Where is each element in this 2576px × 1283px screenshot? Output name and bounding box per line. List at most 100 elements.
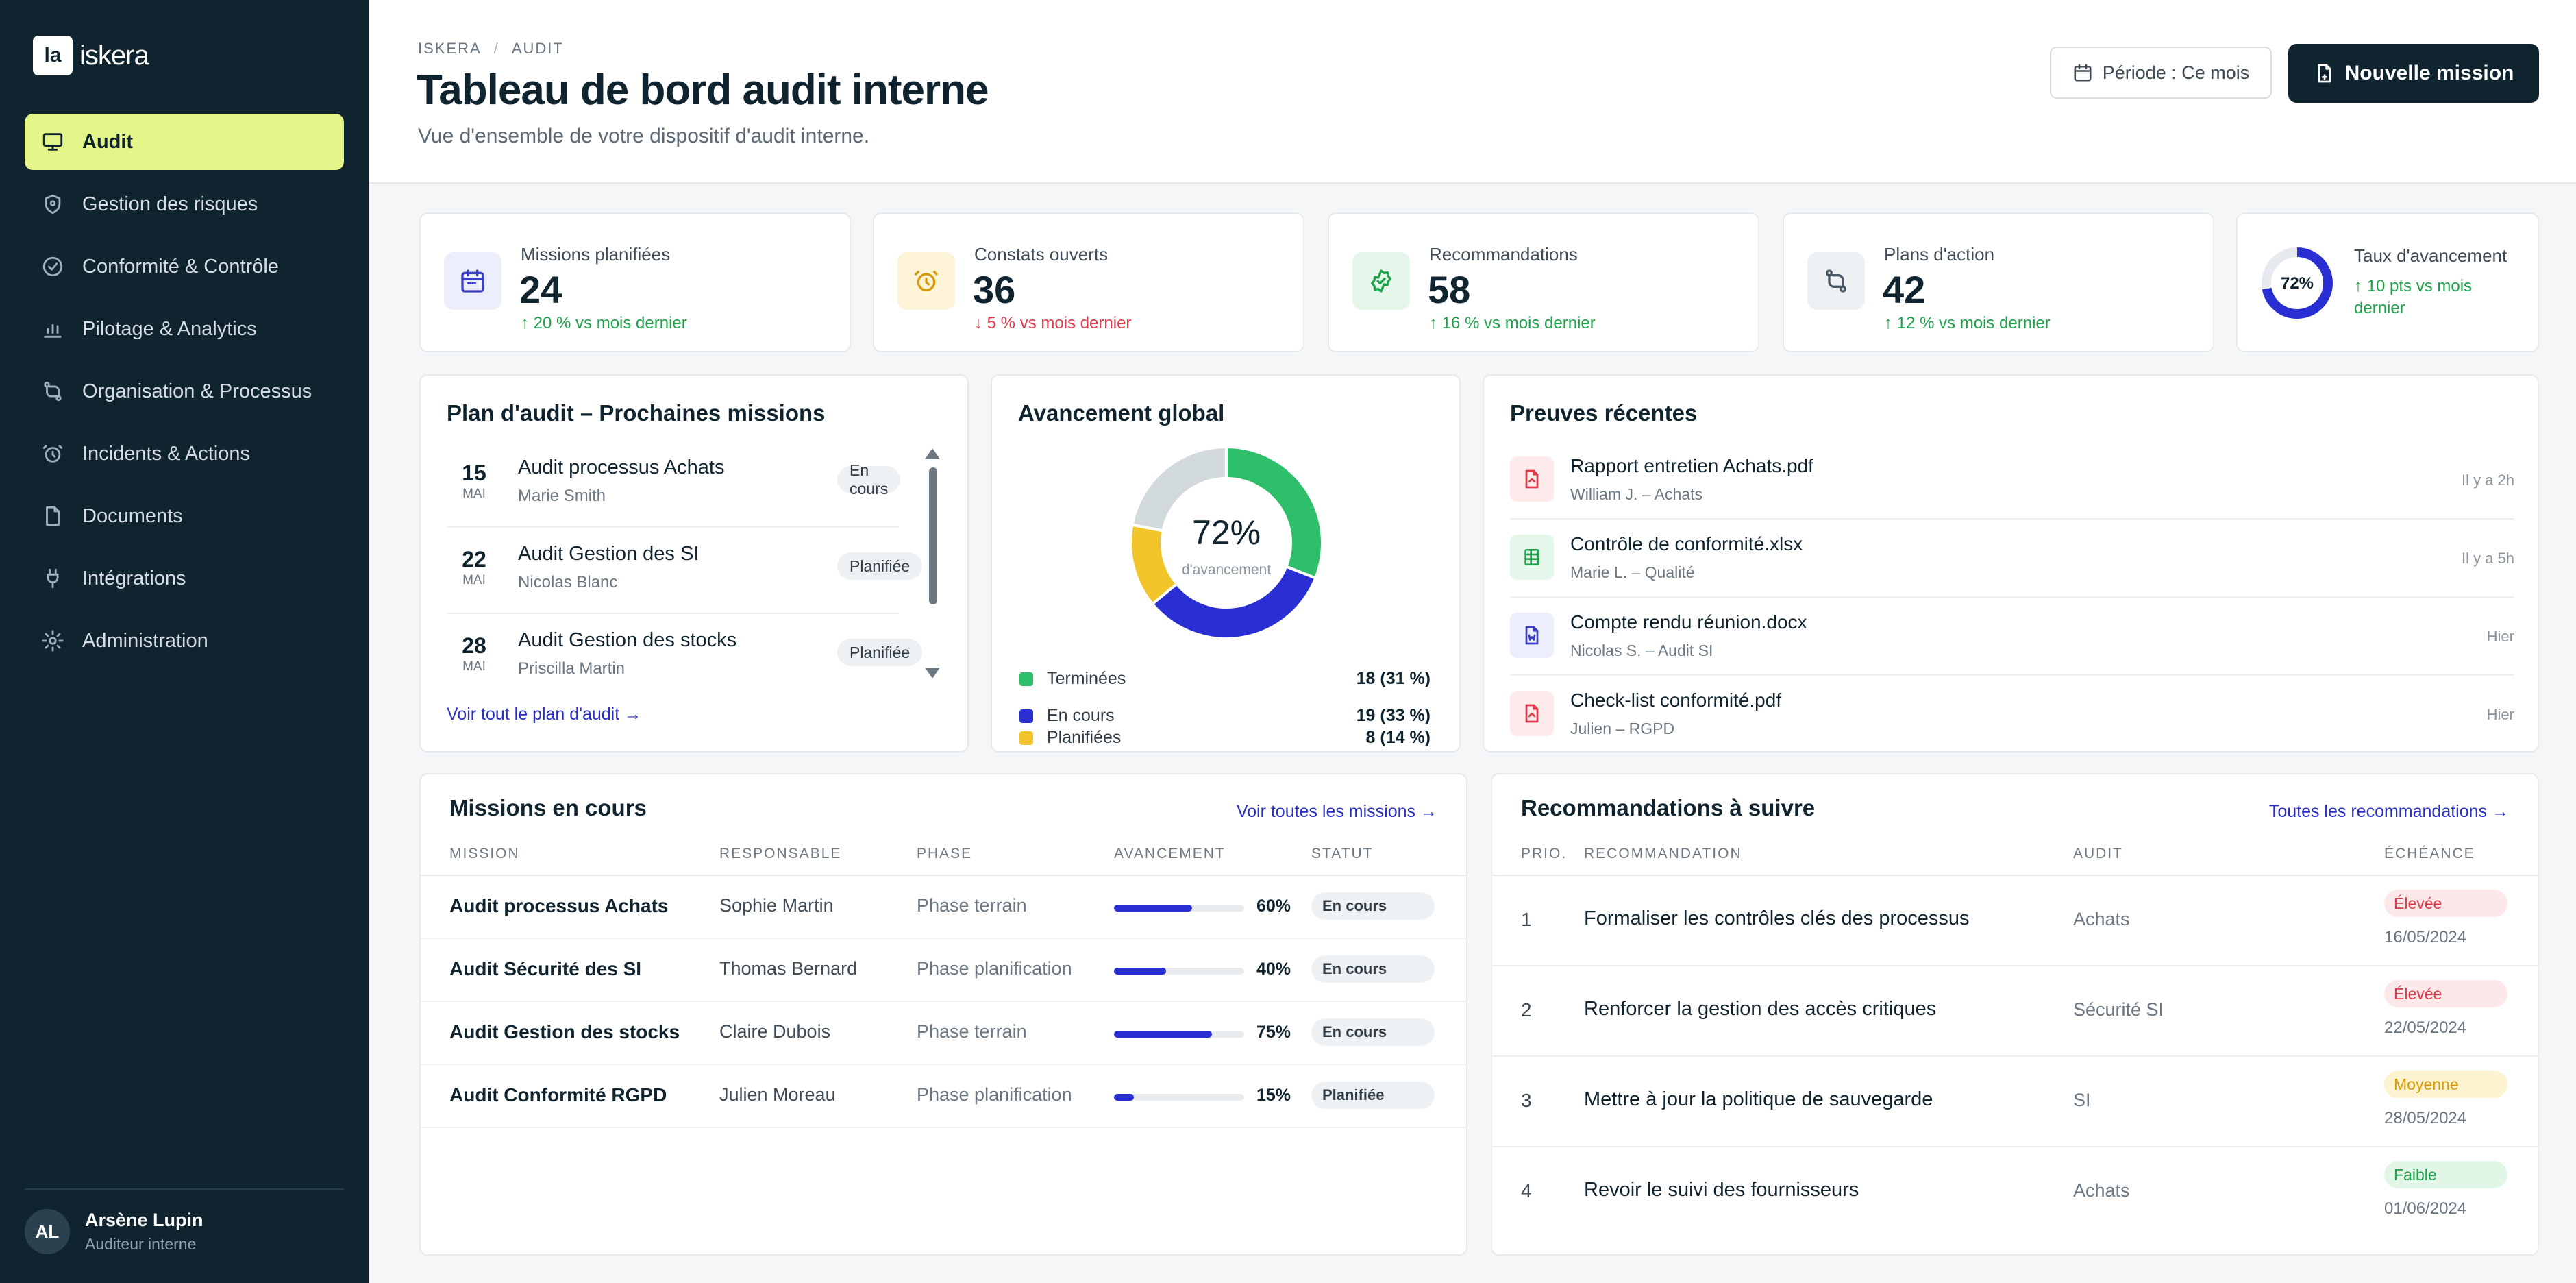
- donut-slice-terminées: [1225, 445, 1324, 581]
- sidebar-item-risks[interactable]: Gestion des risques: [25, 176, 344, 232]
- card-title: Plan d'audit – Prochaines missions: [447, 400, 826, 426]
- list-item[interactable]: Contrôle de conformité.xlsx Marie L. – Q…: [1510, 520, 2514, 598]
- legend-swatch: [1019, 672, 1033, 686]
- column-header: ÉCHÉANCE: [2384, 846, 2475, 862]
- audit-plan-link[interactable]: Voir tout le plan d'audit →: [447, 705, 642, 724]
- logo-text: iskera: [79, 40, 149, 71]
- table-row[interactable]: Audit Sécurité des SI Thomas Bernard Pha…: [421, 939, 1467, 1002]
- list-item[interactable]: 28 MAI Audit Gestion des stocks Priscill…: [447, 615, 923, 700]
- donut-chart: [1129, 445, 1324, 640]
- kpi-card-progress-rate[interactable]: 72% Taux d'avancement ↑ 10 pts vs mois d…: [2236, 212, 2539, 352]
- list-item[interactable]: Rapport entretien Achats.pdf William J. …: [1510, 441, 2514, 520]
- shield-icon: [45, 194, 61, 215]
- kpi-icon-box: [444, 252, 501, 310]
- scroll-up-arrow[interactable]: [925, 448, 940, 459]
- donut-slice-en cours: [1150, 565, 1317, 640]
- list-item[interactable]: Compte rendu réunion.docx Nicolas S. – A…: [1510, 598, 2514, 676]
- kpi-card-recommendations[interactable]: Recommandations 58 ↑ 16 % vs mois dernie…: [1328, 212, 1759, 352]
- kpi-delta: ↑ 12 % vs mois dernier: [1884, 314, 2051, 332]
- sidebar-item-analytics[interactable]: Pilotage & Analytics: [25, 301, 344, 357]
- file-name: Rapport entretien Achats.pdf: [1570, 455, 1813, 476]
- logo[interactable]: la iskera: [33, 36, 149, 75]
- kpi-card-action-plans[interactable]: Plans d'action 42 ↑ 12 % vs mois dernier: [1783, 212, 2214, 352]
- user-profile[interactable]: AL Arsène Lupin Auditeur interne: [25, 1209, 203, 1254]
- file-time: Hier: [2486, 628, 2514, 645]
- sidebar-item-documents[interactable]: Documents: [25, 488, 344, 544]
- card-title: Avancement global: [1018, 400, 1225, 426]
- recommendations-link[interactable]: Toutes les recommandations →: [2268, 802, 2509, 821]
- sidebar-item-label: Conformité & Contrôle: [82, 255, 279, 278]
- missions-link[interactable]: Voir toutes les missions →: [1236, 802, 1437, 821]
- table-row[interactable]: 4 Revoir le suivi des fournisseurs Achat…: [1492, 1147, 2539, 1238]
- progress-ring-label: 72%: [2280, 274, 2314, 293]
- progress-value: 40%: [1256, 960, 1291, 979]
- file-name: Check-list conformité.pdf: [1570, 689, 1782, 711]
- sidebar-item-organisation[interactable]: Organisation & Processus: [25, 363, 344, 419]
- file-meta: William J. – Achats: [1570, 485, 1702, 503]
- plug-icon: [47, 568, 59, 589]
- scrollbar-thumb[interactable]: [929, 467, 937, 604]
- sidebar-item-integrations[interactable]: Intégrations: [25, 550, 344, 607]
- legend-item: En cours 19 (33 %): [1019, 703, 1431, 731]
- progress-bar: [1114, 1094, 1244, 1101]
- badge-check-icon: [1371, 269, 1391, 293]
- mission-month: MAI: [462, 487, 486, 501]
- list-item[interactable]: Check-list conformité.pdf Julien – RGPD …: [1510, 676, 2514, 754]
- kpi-card-missions[interactable]: Missions planifiées 24 ↑ 20 % vs mois de…: [419, 212, 851, 352]
- kpi-value: 58: [1428, 268, 1471, 311]
- page-subtitle: Vue d'ensemble de votre dispositif d'aud…: [418, 125, 870, 147]
- mission-phase: Phase planification: [917, 1084, 1072, 1105]
- column-header: AUDIT: [2073, 846, 2123, 862]
- table-row[interactable]: Audit Gestion des stocks Claire Dubois P…: [421, 1002, 1467, 1065]
- document-icon: [46, 506, 60, 526]
- recommendation-audit: Sécurité SI: [2073, 999, 2164, 1020]
- sidebar-item-incidents[interactable]: Incidents & Actions: [25, 426, 344, 482]
- table-row[interactable]: 3 Mettre à jour la politique de sauvegar…: [1492, 1057, 2539, 1147]
- spreadsheet-icon: [1524, 549, 1539, 565]
- list-item[interactable]: 22 MAI Audit Gestion des SI Nicolas Blan…: [447, 529, 923, 614]
- kpi-label: Constats ouverts: [974, 244, 1109, 265]
- kpi-icon-box: [1352, 252, 1410, 310]
- monitor-icon: [42, 133, 63, 151]
- sidebar-item-compliance[interactable]: Conformité & Contrôle: [25, 239, 344, 295]
- mission-owner: Thomas Bernard: [719, 958, 858, 979]
- table-row[interactable]: Audit Conformité RGPD Julien Moreau Phas…: [421, 1065, 1467, 1128]
- list-item[interactable]: 15 MAI Audit processus Achats Marie Smit…: [447, 443, 901, 528]
- progress-value: 75%: [1256, 1023, 1291, 1042]
- file-icon-box: [1510, 456, 1554, 502]
- page-title: Tableau de bord audit interne: [417, 66, 989, 114]
- status-badge: Planifiée: [837, 552, 923, 580]
- sidebar-item-label: Administration: [82, 629, 208, 652]
- legend-item: Terminées 18 (31 %): [1019, 666, 1431, 694]
- missions-table-card: Missions en cours Voir toutes les missio…: [419, 773, 1467, 1256]
- column-header: MISSION: [449, 846, 520, 862]
- kpi-card-findings[interactable]: Constats ouverts 36 ↓ 5 % vs mois dernie…: [873, 212, 1304, 352]
- column-header: PRIO.: [1521, 846, 1568, 862]
- legend-value: 8 (14 %): [1365, 728, 1431, 747]
- priority-badge: Élevée: [2384, 980, 2507, 1007]
- breadcrumb-item[interactable]: ISKERA: [418, 40, 482, 57]
- sidebar-item-audit[interactable]: Audit: [25, 114, 344, 170]
- kpi-label: Taux d'avancement: [2354, 245, 2507, 266]
- sidebar-item-label: Audit: [82, 130, 134, 153]
- mission-name: Audit Gestion des stocks: [449, 1021, 680, 1042]
- period-button[interactable]: Période : Ce mois: [2050, 47, 2272, 99]
- calendar-icon: [2074, 64, 2092, 82]
- table-row[interactable]: 2 Renforcer la gestion des accès critiqu…: [1492, 966, 2539, 1057]
- pdf-icon: [1525, 469, 1539, 489]
- table-row[interactable]: Audit processus Achats Sophie Martin Pha…: [421, 876, 1467, 939]
- audit-plan-card: Plan d'audit – Prochaines missions 15 MA…: [419, 374, 969, 753]
- table-row[interactable]: 1 Formaliser les contrôles clés des proc…: [1492, 876, 2539, 966]
- breadcrumb-item: AUDIT: [511, 40, 564, 57]
- check-circle-icon: [42, 256, 63, 277]
- legend-label: Planifiées: [1047, 728, 1122, 747]
- legend-value: 19 (33 %): [1356, 706, 1431, 725]
- new-mission-button[interactable]: Nouvelle mission: [2288, 44, 2539, 103]
- scroll-down-arrow[interactable]: [925, 668, 940, 679]
- sidebar-item-administration[interactable]: Administration: [25, 613, 344, 669]
- page-header: ISKERA / AUDIT Tableau de bord audit inter…: [369, 0, 2576, 184]
- mission-phase: Phase terrain: [917, 895, 1027, 916]
- alarm-icon: [915, 271, 938, 291]
- file-icon-box: [1510, 613, 1554, 658]
- mission-phase: Phase terrain: [917, 1021, 1027, 1042]
